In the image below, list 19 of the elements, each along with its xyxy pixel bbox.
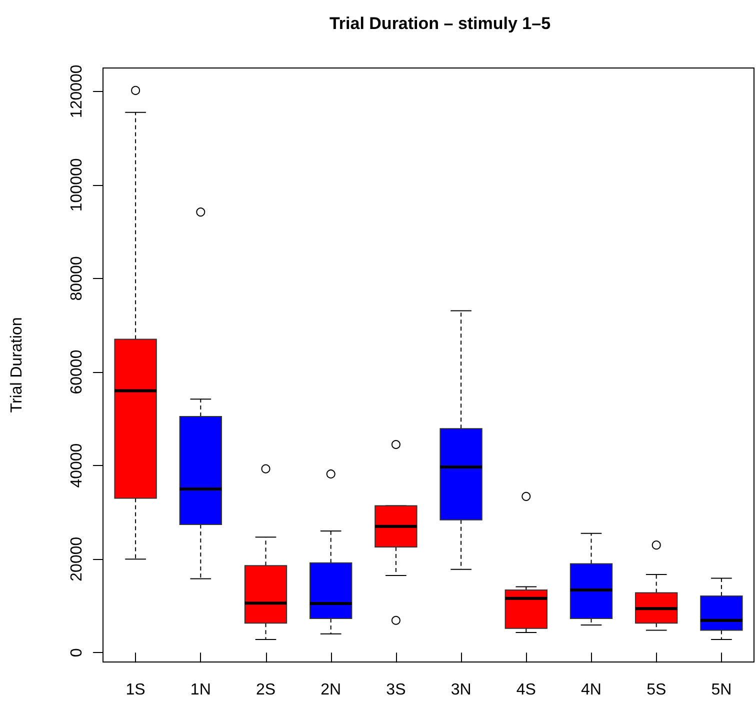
y-tick-label: 20000: [68, 536, 86, 582]
x-tick-label: 3S: [386, 682, 406, 698]
x-tick-label: 3N: [450, 682, 472, 698]
x-tick-label: 2N: [320, 682, 342, 698]
x-tick-label: 5N: [711, 682, 732, 698]
y-tick-label: 40000: [68, 443, 86, 488]
y-tick-label: 0: [68, 648, 86, 658]
y-tick-label: 60000: [68, 350, 86, 394]
y-tick-label: 120000: [68, 64, 86, 118]
y-tick-label: 100000: [68, 158, 86, 212]
x-tick-label: 4N: [581, 682, 602, 698]
x-tick-label: 1N: [190, 682, 211, 698]
chart-title: Trial Duration – stimuly 1–5: [329, 14, 551, 33]
y-axis-title: Trial Duration: [8, 317, 26, 413]
y-tick-label: 80000: [68, 256, 86, 301]
x-tick-label: 5S: [646, 682, 666, 698]
x-tick-label: 2S: [256, 682, 276, 698]
x-tick-label: 4S: [516, 682, 536, 698]
x-tick-label: 1S: [126, 682, 146, 698]
